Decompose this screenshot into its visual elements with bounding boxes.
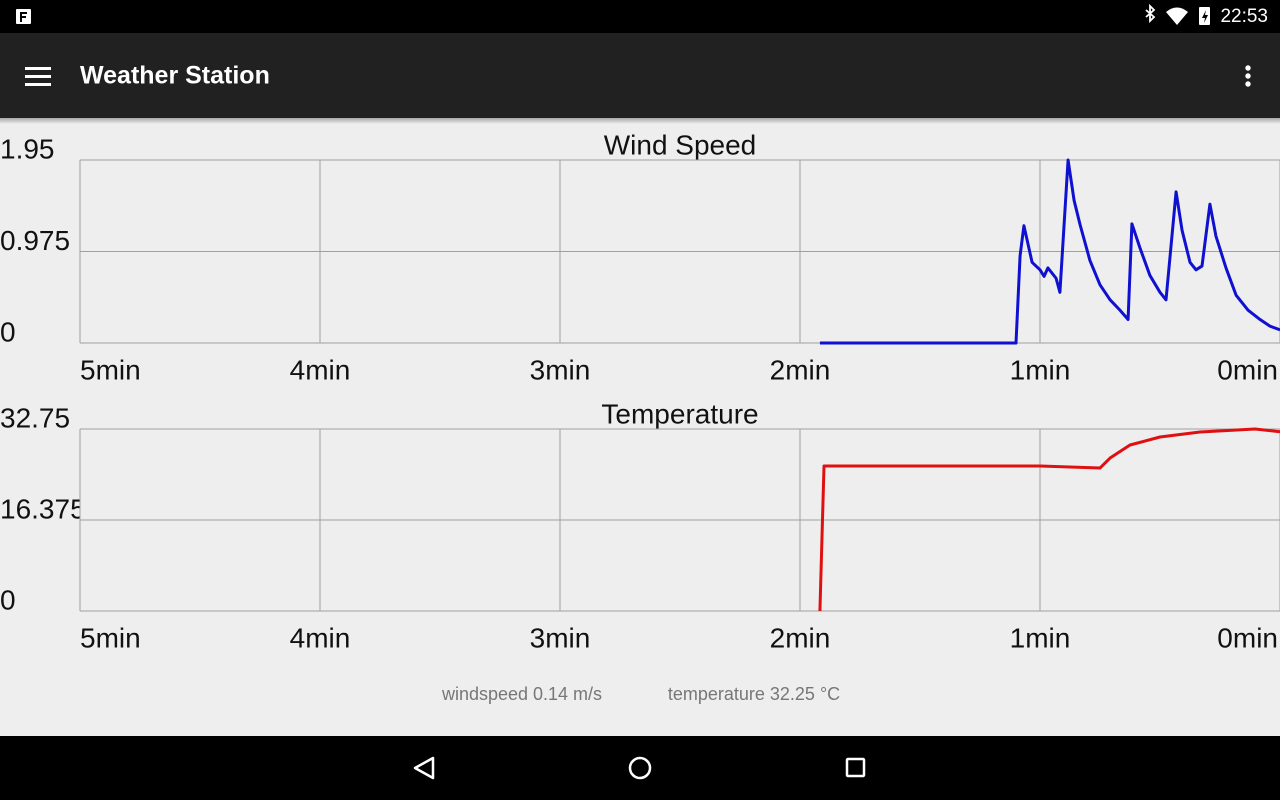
x-tick-label: 0min [1217,622,1278,653]
menu-button[interactable] [25,67,51,86]
status-bar [0,0,1280,33]
wifi-icon [1166,7,1188,25]
app-bar [0,33,1280,118]
y-tick-label: 1.95 [0,133,55,164]
charging-glyph [1202,10,1208,23]
dot [1245,81,1251,87]
windspeed-reading: windspeed 0.14 m/s [441,684,602,704]
app-title: Weather Station [80,62,270,90]
x-tick-label: 5min [80,622,141,653]
y-tick-label: 0.975 [0,225,70,256]
dot [1245,65,1251,71]
temperature-reading: temperature 32.25 °C [668,684,840,704]
chart-title: Temperature [601,398,758,429]
x-tick-label: 4min [290,622,351,653]
data-line [818,427,1280,612]
x-tick-label: 5min [80,354,141,385]
x-tick-label: 2min [770,622,831,653]
x-tick-label: 2min [770,354,831,385]
x-tick-label: 3min [530,354,591,385]
dot [1245,73,1251,79]
x-tick-label: 1min [1010,622,1071,653]
x-tick-label: 4min [290,354,351,385]
clock: 22:53 [1220,6,1268,27]
x-tick-label: 1min [1010,354,1071,385]
y-tick-label: 0 [0,316,16,347]
chart: Temperature 0 16.375 32.75 5min 4min 3min 2min 1… [0,398,1280,653]
back-button[interactable] [413,756,435,780]
home-button[interactable] [628,756,652,780]
chart-title: Wind Speed [604,129,757,160]
bluetooth-icon [1145,3,1156,24]
y-tick-label: 16.375 [0,493,86,524]
chart: Wind Speed 0 0.975 1.95 5min 4min 3min 2min 1min… [0,129,1280,385]
nav-bar [0,736,1280,800]
data-line [819,158,1280,345]
x-tick-label: 0min [1217,354,1278,385]
recents-button[interactable] [845,757,866,778]
y-tick-label: 0 [0,584,16,615]
x-tick-label: 3min [530,622,591,653]
notification-glyph [20,12,27,22]
overflow-menu[interactable] [1245,65,1251,87]
menu-bar [25,75,51,78]
app-bar-shadow [0,118,1280,124]
menu-bar [25,67,51,70]
menu-bar [25,83,51,86]
y-tick-label: 32.75 [0,402,70,433]
charts: Wind Speed 0 0.975 1.95 5min 4min 3min 2min 1min… [0,129,1280,653]
